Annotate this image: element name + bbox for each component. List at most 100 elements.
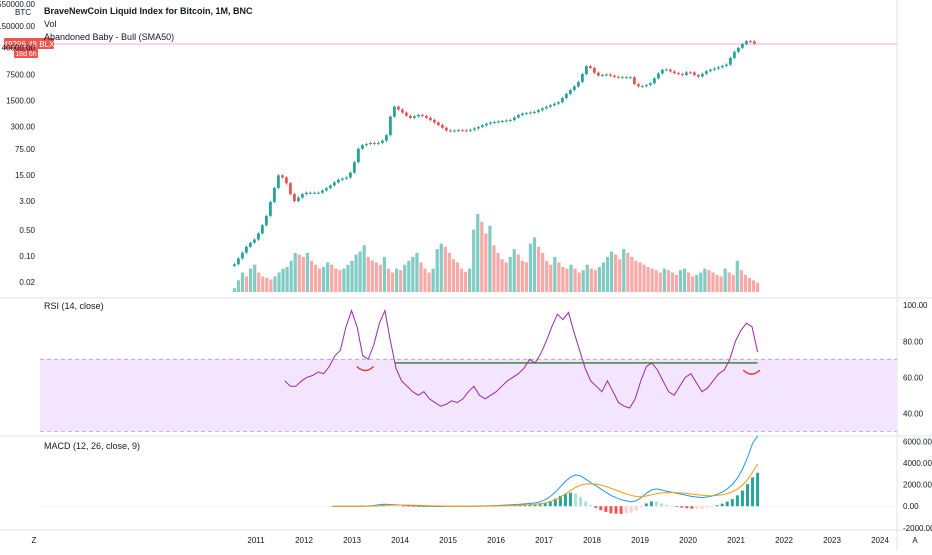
price-tick-label: 75.00 — [15, 145, 36, 154]
price-candle-body — [413, 116, 416, 118]
macd-histogram-bar — [543, 502, 547, 507]
price-candle-body — [373, 142, 376, 144]
macd-histogram-bar — [574, 493, 578, 507]
macd-histogram-bar — [670, 505, 674, 507]
volume-bar — [601, 262, 606, 292]
volume-bar — [549, 264, 553, 292]
price-candle-body — [721, 65, 724, 68]
price-candle-body — [649, 83, 652, 86]
volume-bar — [468, 268, 472, 292]
macd-histogram-bar — [407, 506, 411, 507]
price-candle-body — [461, 130, 464, 132]
volume-bar — [528, 243, 533, 292]
price-candle-body — [541, 108, 544, 111]
time-tick-label: 2011 — [247, 536, 265, 545]
macd-histogram-bar — [680, 506, 684, 508]
volume-bar — [459, 268, 464, 292]
price-tick-label: 0.50 — [19, 226, 35, 235]
macd-histogram-bar — [735, 495, 739, 507]
volume-bar — [431, 268, 435, 292]
volume-bar — [678, 270, 683, 292]
time-tick-label: 2012 — [295, 536, 313, 545]
macd-histogram-bar — [533, 504, 537, 507]
macd-histogram-bar — [710, 506, 714, 507]
price-candle-body — [685, 72, 688, 75]
price-candle-body — [521, 113, 524, 115]
volume-bar — [317, 268, 322, 292]
macd-histogram-bar — [386, 505, 390, 507]
price-candle-body — [449, 130, 452, 132]
chart-title-row: BraveNewCoin Liquid Index for Bitcoin, 1… — [44, 5, 253, 17]
macd-histogram-bar — [695, 506, 699, 509]
volume-bar — [646, 267, 650, 292]
volume-bar — [756, 282, 760, 292]
price-candle-body — [713, 68, 716, 70]
price-candle-body — [249, 242, 252, 247]
price-candle-body — [473, 128, 476, 130]
price-candle-body — [597, 72, 600, 76]
pattern-legend[interactable]: Abandoned Baby - Bull (SMA50) — [44, 31, 174, 43]
volume-bar — [370, 260, 374, 292]
rsi-tick-label: 100.00 — [903, 301, 928, 310]
macd-histogram-bar — [619, 506, 623, 514]
macd-histogram-bar — [629, 506, 633, 513]
price-candle-body — [261, 225, 264, 234]
time-tick-label: 2021 — [727, 536, 745, 545]
volume-bar — [277, 272, 281, 292]
volume-bar — [626, 253, 630, 292]
price-candle-body — [553, 103, 556, 106]
macd-histogram-bar — [604, 506, 608, 512]
chart-title: BraveNewCoin Liquid Index for Bitcoin, 1… — [44, 6, 253, 16]
price-candle-body — [677, 73, 680, 75]
price-candle-body — [629, 77, 632, 79]
price-candle-body — [365, 144, 368, 146]
volume-bar — [285, 267, 289, 292]
volume-bar — [342, 268, 346, 292]
macd-histogram-bar — [614, 506, 618, 514]
volume-bar — [265, 277, 269, 292]
macd-histogram-bar — [634, 506, 638, 511]
volume-bar — [662, 268, 666, 292]
volume-bar — [492, 245, 496, 292]
volume-bar — [569, 264, 573, 292]
volume-bar — [573, 268, 577, 292]
macd-histogram-bar — [594, 506, 598, 508]
macd-histogram-bar — [518, 505, 522, 507]
volume-bar — [687, 272, 691, 292]
price-candle-body — [689, 72, 692, 74]
volume-bar — [257, 272, 261, 292]
volume-bar — [553, 256, 557, 292]
volume-bar — [240, 272, 245, 292]
volume-bar — [500, 259, 504, 292]
price-candle-body — [617, 76, 620, 78]
price-candle-body — [529, 112, 532, 114]
volume-bar — [326, 262, 330, 292]
macd-histogram-bar — [665, 504, 669, 507]
price-candle-body — [613, 75, 616, 77]
volume-bar — [269, 279, 273, 292]
price-candle-body — [293, 194, 296, 201]
price-tick-label: 550000.00 — [0, 0, 36, 9]
volume-bar — [739, 270, 743, 292]
volume-bar — [463, 271, 468, 292]
price-candle-body — [501, 121, 504, 123]
macd-histogram-bar — [715, 505, 719, 507]
rsi-band — [40, 359, 897, 432]
volume-bar — [407, 260, 411, 292]
price-candle-body — [717, 67, 720, 69]
rsi-line — [284, 308, 759, 409]
vol-legend[interactable]: Vol — [44, 18, 57, 30]
volume-bar — [484, 233, 488, 292]
price-candle-body — [733, 51, 736, 58]
price-candle-body — [481, 125, 484, 127]
macd-histogram-bar — [705, 506, 709, 508]
macd-histogram-bar — [690, 506, 694, 509]
volume-bar — [334, 268, 338, 292]
price-candle-body — [297, 197, 300, 201]
volume-bar — [658, 272, 662, 292]
price-candle-body — [641, 86, 644, 88]
price-candle-body — [337, 179, 340, 183]
volume-bar — [374, 262, 378, 292]
price-tick-label: 40000.00 — [2, 43, 36, 52]
